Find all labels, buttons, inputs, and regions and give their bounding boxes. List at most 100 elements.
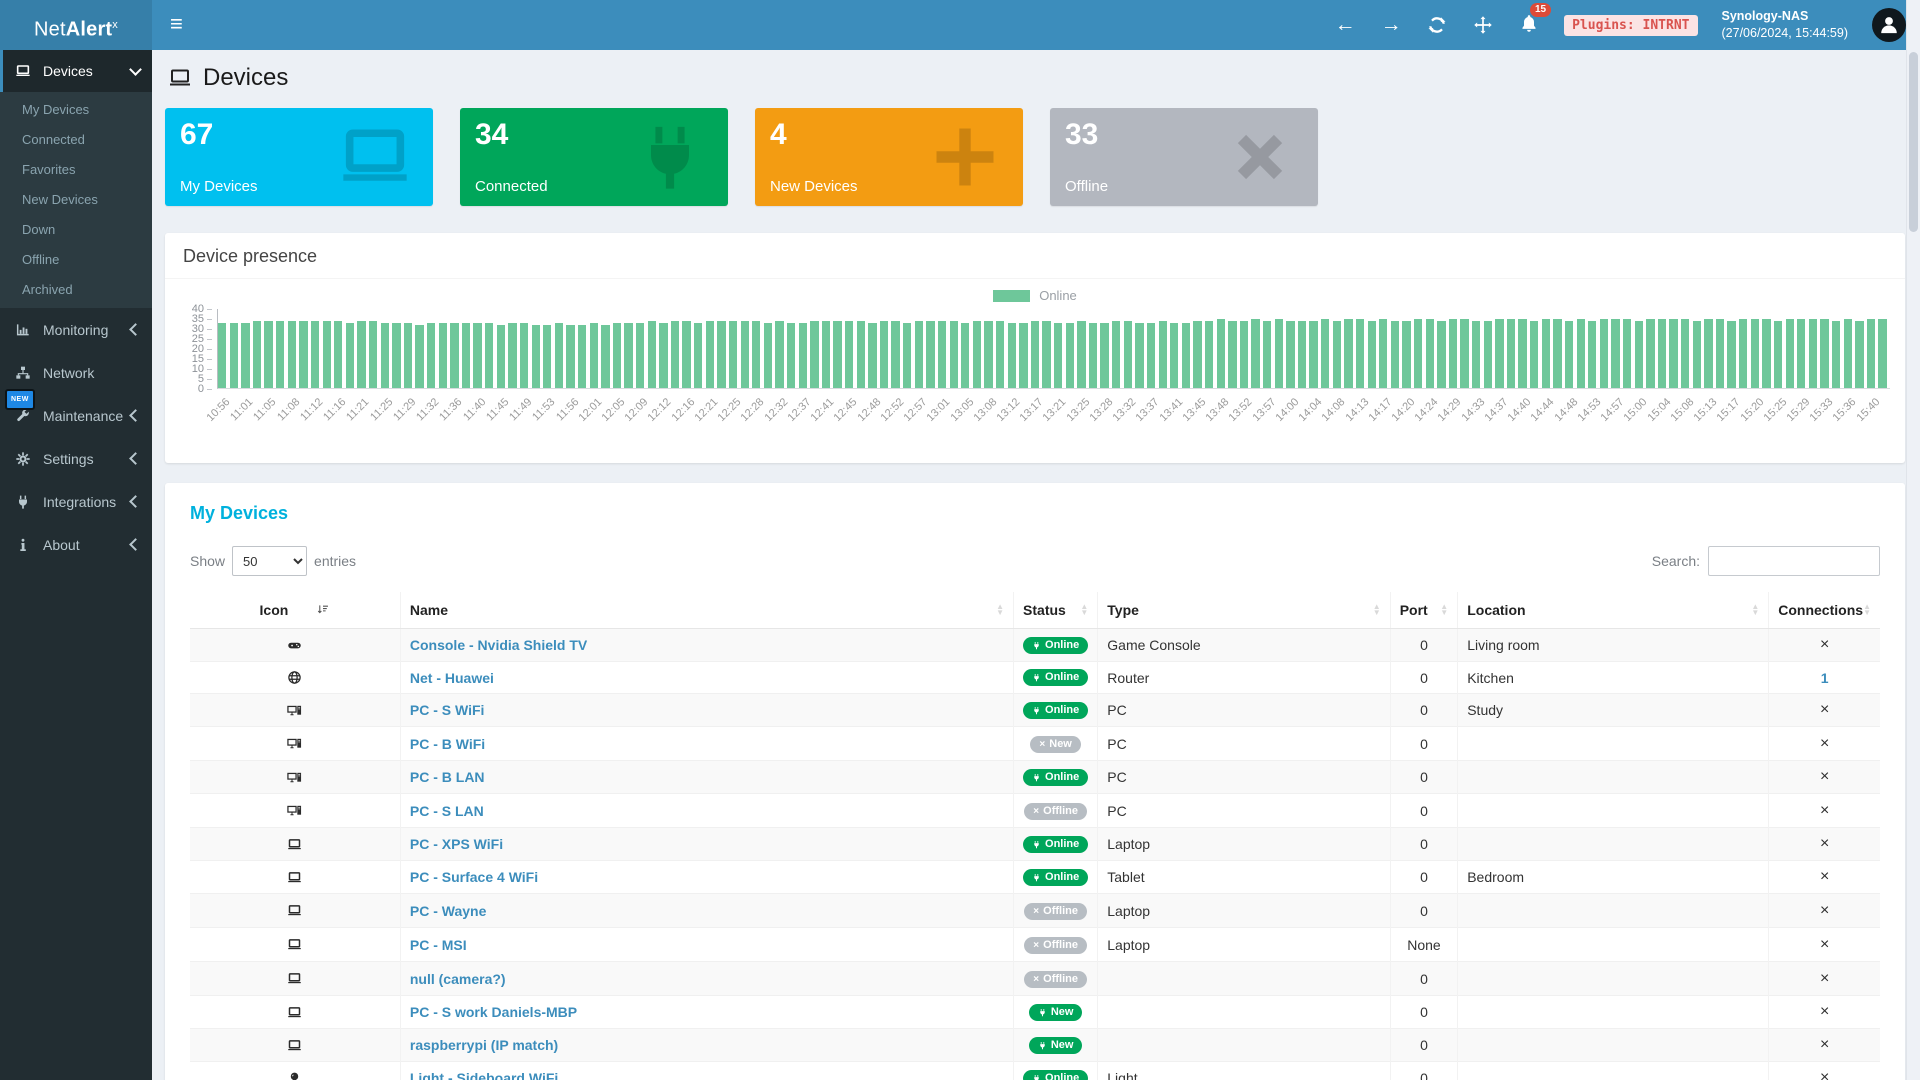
connections-count-link[interactable]: 1 [1820, 669, 1829, 686]
device-name-link[interactable]: PC - S WiFi [409, 702, 485, 719]
connections-x[interactable]: × [1819, 701, 1830, 719]
forward-arrow-icon[interactable]: → [1380, 13, 1402, 36]
page-scrollbar[interactable] [1906, 0, 1920, 1080]
chart-bar [461, 322, 471, 388]
chart-bar [450, 322, 459, 388]
sidebar-subitem-connected[interactable]: Connected [22, 131, 85, 147]
device-name-link[interactable]: Light - Sideboard WiFi [409, 1070, 559, 1080]
x-tick-label: 13:32 [1110, 396, 1139, 424]
chart-bar [752, 320, 761, 388]
status-badge: Online [1023, 1069, 1089, 1080]
connections-x[interactable]: × [1819, 801, 1830, 819]
sidebar-subitem-archived[interactable]: Archived [22, 281, 73, 297]
column-header-connections[interactable]: Connections ▲ ▼ [1768, 592, 1880, 629]
sidebar-item-maintenance[interactable]: Maintenance [0, 394, 152, 437]
connections-x[interactable]: × [1819, 734, 1830, 752]
page-length-select[interactable]: 50 [232, 546, 308, 576]
device-name-link[interactable]: PC - B LAN [409, 769, 485, 786]
desktop-icon [287, 806, 302, 816]
chart-legend[interactable]: Online [165, 279, 1905, 305]
user-avatar[interactable] [1872, 8, 1906, 42]
column-header-type[interactable]: Type ▲ ▼ [1097, 592, 1391, 629]
stat-card-connected[interactable]: 34 Connected [460, 108, 728, 206]
sidebar-subitem-offline[interactable]: Offline [22, 251, 60, 267]
sidebar-subitem-new-devices[interactable]: New Devices [22, 191, 98, 207]
sidebar-toggle-button[interactable]: ≡ [170, 11, 183, 36]
refresh-icon[interactable] [1426, 14, 1448, 36]
device-name-cell: PC - S LAN [399, 793, 1014, 828]
chart-bar [763, 322, 773, 388]
sidebar-item-devices[interactable]: Devices [0, 50, 152, 92]
sidebar-item-integrations[interactable]: Integrations [0, 480, 152, 523]
x-tick-label: 13:21 [1041, 396, 1069, 424]
device-name-link[interactable]: PC - XPS WiFi [409, 836, 504, 853]
connections-x[interactable]: × [1819, 1069, 1830, 1080]
chart-bar [1530, 320, 1539, 388]
device-name-link[interactable]: Net - Huawei [409, 669, 494, 686]
device-name-link[interactable]: PC - Wayne [409, 902, 487, 919]
x-tick-label: 11:32 [414, 396, 442, 424]
connections-x[interactable]: × [1819, 1036, 1830, 1054]
sidebar-item-settings[interactable]: Settings [0, 437, 152, 480]
plugins-status-badge[interactable]: Plugins: INTRNT [1564, 14, 1698, 36]
connections-x[interactable]: × [1819, 768, 1830, 786]
chart-bar [589, 322, 598, 388]
connections-x[interactable]: × [1819, 835, 1830, 853]
column-header-port[interactable]: Port ▲ ▼ [1389, 592, 1458, 629]
app-logo[interactable]: NetAlertx [0, 0, 152, 50]
chart-bar [1321, 318, 1330, 388]
y-tick-label: 15 [191, 353, 204, 365]
connections-x[interactable]: × [1819, 1003, 1830, 1021]
sidebar-subitem-favorites[interactable]: Favorites [22, 161, 76, 177]
search-input[interactable] [1708, 546, 1880, 576]
connections-x[interactable]: × [1819, 636, 1830, 653]
chart-bar [1135, 322, 1144, 388]
connections-x[interactable]: × [1819, 868, 1830, 886]
device-name-link[interactable]: PC - B WiFi [409, 735, 486, 752]
device-name-link[interactable]: raspberrypi (IP match) [409, 1037, 559, 1054]
device-name-link[interactable]: null (camera?) [409, 970, 506, 987]
stat-card-new-devices[interactable]: 4 New Devices [755, 108, 1023, 206]
chart-bar [810, 320, 819, 388]
stat-card-my-devices[interactable]: 67 My Devices [165, 108, 433, 206]
column-header-name[interactable]: Name ▲ ▼ [399, 592, 1014, 629]
back-arrow-icon[interactable]: ← [1334, 13, 1356, 36]
sidebar-item-network[interactable]: Network [0, 351, 152, 394]
status-label: Offline [1043, 805, 1078, 818]
notifications-bell[interactable]: 15 [1518, 3, 1552, 38]
column-header-location[interactable]: Location ▲ ▼ [1457, 592, 1769, 629]
status-label: New [1050, 1038, 1074, 1051]
laptop-icon [288, 1007, 302, 1018]
sidebar-item-about[interactable]: About [0, 523, 152, 566]
x-tick-label: 11:40 [460, 396, 489, 424]
sidebar-item-monitoring[interactable]: Monitoring [0, 308, 152, 351]
stat-card-offline[interactable]: 33 Offline [1050, 108, 1318, 206]
new-version-badge[interactable]: NEW [5, 389, 35, 410]
chart-bar [949, 320, 958, 388]
search-label: Search: [1651, 553, 1700, 569]
sidebar-subitem-down[interactable]: Down [22, 221, 56, 237]
device-type-cell: Laptop [1097, 893, 1391, 928]
table-row: PC - S LAN × Offline PC 0 × [190, 793, 1880, 828]
x-tick-label: 13:41 [1157, 396, 1186, 424]
column-header-icon[interactable]: Icon [190, 592, 401, 629]
scrollbar-thumb[interactable] [1909, 52, 1918, 232]
chart-bar [1379, 318, 1388, 388]
connections-x[interactable]: × [1819, 901, 1830, 919]
move-arrows-icon[interactable] [1472, 14, 1494, 36]
device-name-link[interactable]: PC - Surface 4 WiFi [409, 869, 539, 886]
device-icon-cell [190, 893, 401, 928]
connections-x[interactable]: × [1819, 935, 1830, 953]
connections-x[interactable]: × [1819, 969, 1830, 987]
column-header-status[interactable]: Status ▲ ▼ [1013, 592, 1098, 629]
chart-bar [1553, 318, 1562, 388]
sidebar-subitem-my-devices[interactable]: My Devices [22, 101, 90, 117]
chart-bar [287, 320, 297, 388]
device-name-link[interactable]: PC - S work Daniels-MBP [409, 1004, 578, 1021]
device-name-link[interactable]: Console - Nvidia Shield TV [409, 637, 588, 653]
device-name-link[interactable]: PC - MSI [409, 936, 467, 953]
device-connections-cell: × [1768, 893, 1880, 928]
device-name-link[interactable]: PC - S LAN [409, 802, 484, 819]
x-tick-label: 11:49 [507, 396, 535, 424]
chart-bar [1483, 320, 1492, 388]
